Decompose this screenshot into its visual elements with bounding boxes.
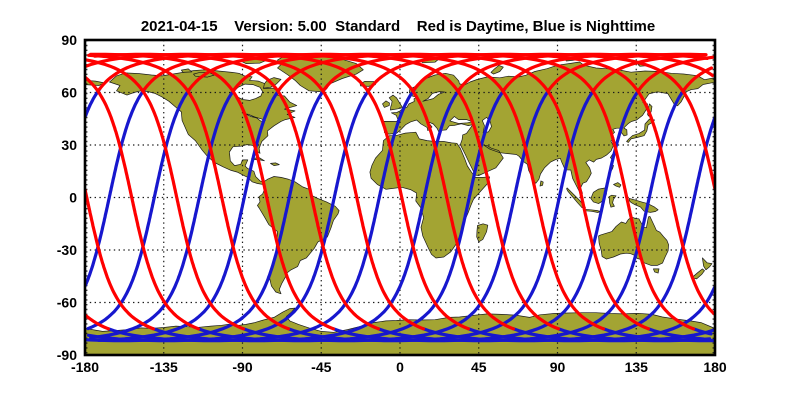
ground-track-night <box>286 87 597 343</box>
ground-track-night <box>241 87 552 343</box>
ground-track-day <box>323 52 695 331</box>
x-tick-label: -90 <box>232 359 252 375</box>
ground-track-day <box>188 52 560 331</box>
land-ireland <box>382 100 390 108</box>
y-axis-tick-labels: 90 60 30 0 -30 -60 -90 <box>57 32 77 363</box>
night-ground-tracks <box>85 87 715 343</box>
y-tick-label: 30 <box>61 137 77 153</box>
land-madagascar <box>476 223 489 243</box>
x-tick-label: -180 <box>71 359 99 375</box>
ground-track-night <box>196 87 507 343</box>
land-java <box>584 209 601 213</box>
ground-track-night <box>151 87 462 343</box>
x-tick-label: 45 <box>471 359 487 375</box>
land-banks-island <box>180 68 193 73</box>
x-tick-label: 135 <box>625 359 649 375</box>
ground-track-night <box>97 87 715 343</box>
x-tick-label: -45 <box>311 359 331 375</box>
x-tick-label: 0 <box>396 359 404 375</box>
ground-track-day <box>85 52 715 331</box>
ground-track-day <box>93 52 715 331</box>
land-tasmania <box>653 268 660 274</box>
x-axis-tick-labels: -180 -135 -90 -45 0 45 90 135 180 <box>71 359 727 375</box>
land-sulawesi <box>608 194 617 208</box>
ground-track-night <box>376 87 687 343</box>
land-nz-south <box>691 268 705 280</box>
land-novaya-zemlya <box>490 65 504 75</box>
ground-track-night <box>85 87 715 343</box>
land-nz-north <box>702 257 713 271</box>
chart-title: 2021-04-15 Version: 5.00 Standard Red is… <box>141 18 655 35</box>
land-new-guinea <box>628 198 659 213</box>
land-australia <box>598 216 669 266</box>
water-baltic-sea <box>422 91 445 102</box>
land-great-britain <box>388 94 403 111</box>
y-tick-label: 90 <box>61 32 77 48</box>
x-tick-label: 90 <box>550 359 566 375</box>
y-tick-label: 60 <box>61 85 77 101</box>
ground-track-day <box>87 52 707 331</box>
ground-track-night <box>106 87 417 343</box>
x-tick-label: 180 <box>703 359 727 375</box>
ground-track-day <box>143 52 515 331</box>
ground-track-day <box>233 52 605 331</box>
plot-frame <box>83 38 717 357</box>
ground-track-night <box>86 87 715 343</box>
y-tick-label: 0 <box>69 190 77 206</box>
water-black-sea <box>449 116 473 124</box>
ground-track-night <box>331 87 642 343</box>
x-tick-label: -135 <box>150 359 178 375</box>
ground-track-night <box>85 87 705 343</box>
y-tick-label: -60 <box>57 295 77 311</box>
day-ground-tracks <box>85 52 715 331</box>
ground-track-day <box>98 52 470 331</box>
y-tick-label: -30 <box>57 242 77 258</box>
land-mindanao <box>613 182 622 188</box>
ground-track-day <box>85 52 715 331</box>
land-hispaniola <box>270 162 280 166</box>
ground-track-day <box>89 52 708 331</box>
world-basemap <box>85 53 715 355</box>
y-tick-label: -90 <box>57 347 77 363</box>
land-sri-lanka <box>539 180 544 187</box>
ground-track-day <box>278 52 650 331</box>
ground-track-day <box>85 52 714 331</box>
